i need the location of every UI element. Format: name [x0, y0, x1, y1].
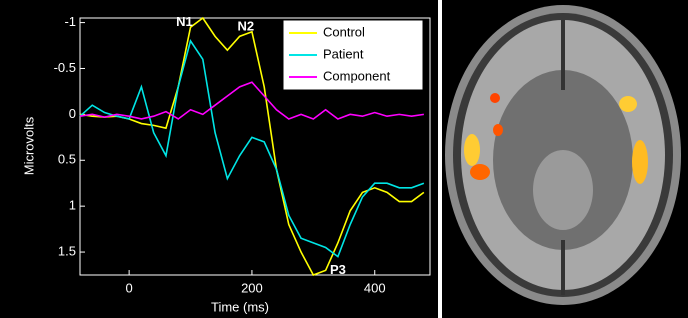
x-tick-label: 400: [364, 280, 386, 295]
legend-label: Component: [323, 68, 391, 83]
brain-image: [442, 0, 688, 318]
x-tick-label: 200: [241, 280, 263, 295]
x-tick-label: 0: [126, 280, 133, 295]
screenshot: Time (ms) Microvolts -1 -0.5 0 0.5 1 1.5 0 200 4…: [0, 0, 688, 318]
legend-label: Patient: [323, 46, 364, 61]
y-tick-label: -0.5: [54, 60, 76, 75]
y-tick-label: 0.5: [58, 152, 76, 167]
x-axis-label: Time (ms): [211, 299, 269, 314]
y-tick-label: 0: [69, 106, 76, 121]
y-tick-label: -1: [64, 14, 76, 29]
annotation: P3: [330, 262, 346, 277]
chart: Time (ms) Microvolts -1 -0.5 0 0.5 1 1.5 0 200 4…: [0, 0, 688, 318]
y-tick-label: 1.5: [58, 243, 76, 258]
annotation: N2: [237, 19, 254, 34]
y-axis-label: Microvolts: [21, 116, 36, 175]
annotation: N1: [176, 14, 193, 29]
legend-label: Control: [323, 24, 365, 39]
y-tick-label: 1: [69, 198, 76, 213]
